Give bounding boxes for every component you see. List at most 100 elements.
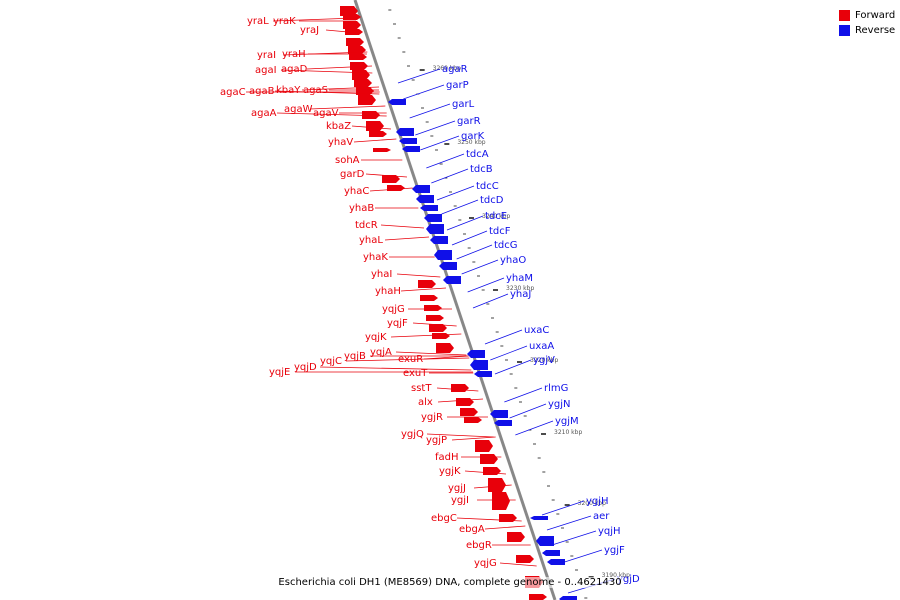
- reverse-leader-line: [490, 345, 528, 361]
- reverse-gene-block: [420, 205, 438, 211]
- reverse-gene-label: agaR: [442, 64, 468, 75]
- forward-gene-label: ygjR: [421, 412, 443, 423]
- reverse-gene-label: tdcC: [476, 181, 499, 192]
- reverse-leader-line: [472, 293, 509, 309]
- reverse-gene-block: [402, 146, 420, 152]
- forward-gene-block: [349, 54, 367, 60]
- forward-leader-line: [423, 355, 469, 360]
- reverse-gene-label: tdcB: [470, 164, 493, 175]
- forward-leader-line: [351, 125, 392, 130]
- reverse-swatch: [839, 25, 850, 36]
- legend-label-forward: Forward: [855, 10, 896, 21]
- reverse-gene-label: ygjF: [604, 545, 625, 556]
- forward-swatch: [839, 10, 850, 21]
- reverse-gene-block: [536, 536, 554, 546]
- forward-leader-line: [464, 470, 507, 475]
- legend-label-reverse: Reverse: [855, 25, 896, 36]
- scale-tick-label: 3190 kbp: [602, 572, 630, 579]
- reverse-gene-block: [412, 185, 430, 193]
- forward-gene-label: yqjE: [269, 367, 290, 378]
- legend-item-forward: Forward: [839, 8, 895, 23]
- reverse-leader-line: [461, 259, 499, 275]
- reverse-leader-line: [397, 68, 441, 84]
- forward-gene-block: [345, 29, 363, 35]
- forward-gene-label: agaC: [220, 87, 246, 98]
- genome-caption: Escherichia coli DH1 (ME8569) DNA, compl…: [0, 577, 900, 588]
- forward-leader-line: [396, 273, 441, 278]
- reverse-leader-line: [504, 387, 543, 403]
- forward-gene-label: sohA: [335, 155, 360, 166]
- forward-gene-label: yqjK: [365, 332, 387, 343]
- forward-leader-line: [456, 517, 522, 522]
- forward-gene-label: yraJ: [300, 25, 319, 36]
- forward-gene-label: sstT: [411, 383, 432, 394]
- reverse-gene-label: tdcD: [480, 195, 504, 206]
- reverse-gene-label: ygjD: [617, 574, 640, 585]
- forward-gene-block: [492, 492, 510, 510]
- forward-gene-block: [480, 454, 498, 464]
- forward-leader-line: [280, 69, 373, 74]
- reverse-gene-block: [490, 410, 508, 418]
- forward-gene-block: [424, 305, 442, 311]
- scale-tick-label: 3260 kbp: [433, 65, 461, 72]
- forward-gene-label: agaD: [281, 64, 308, 75]
- forward-gene-block: [366, 121, 384, 131]
- forward-gene-label: yraL: [247, 16, 269, 27]
- forward-gene-block: [464, 417, 482, 423]
- forward-leader-line: [301, 86, 380, 91]
- forward-gene-label: ebgC: [431, 513, 457, 524]
- forward-gene-block: [426, 315, 444, 321]
- forward-gene-label: ygjK: [439, 466, 461, 477]
- forward-gene-label: alx: [418, 397, 433, 408]
- forward-gene-label: exuR: [398, 354, 423, 365]
- forward-gene-label: yqjA: [370, 347, 392, 358]
- reverse-gene-block: [439, 262, 457, 270]
- reverse-gene-label: garK: [461, 131, 485, 142]
- forward-gene-label: agaW: [284, 104, 313, 115]
- forward-gene-label: fadH: [435, 452, 459, 463]
- forward-gene-label: yhaB: [349, 203, 374, 214]
- reverse-gene-block: [430, 236, 448, 244]
- forward-leader-line: [384, 236, 430, 241]
- forward-gene-block: [369, 131, 387, 137]
- scale-tick-label: 3240 kbp: [482, 213, 510, 220]
- forward-gene-label: kbaZ: [326, 121, 351, 132]
- reverse-gene-label: ygjN: [548, 399, 571, 410]
- forward-gene-label: agaS: [303, 85, 328, 96]
- reverse-gene-block: [443, 276, 461, 284]
- forward-leader-line: [426, 433, 494, 438]
- reverse-leader-line: [494, 359, 532, 375]
- forward-gene-label: ebgR: [466, 540, 492, 551]
- reverse-gene-label: tdcE: [485, 211, 507, 222]
- forward-gene-label: yqjF: [387, 318, 408, 329]
- reverse-gene-label: garR: [457, 116, 481, 127]
- forward-gene-block: [529, 594, 547, 600]
- forward-gene-label: ygjJ: [448, 483, 466, 494]
- reverse-gene-label: yqjH: [598, 526, 621, 537]
- reverse-gene-label: garL: [452, 99, 475, 110]
- reverse-leader-line: [426, 153, 465, 169]
- reverse-leader-line: [541, 500, 585, 516]
- reverse-gene-block: [416, 195, 434, 203]
- forward-gene-label: ebgA: [459, 524, 485, 535]
- reverse-gene-label: ygjM: [555, 416, 579, 427]
- forward-gene-label: yhaK: [363, 252, 388, 263]
- forward-gene-block: [354, 79, 372, 87]
- forward-gene-block: [340, 6, 358, 16]
- forward-gene-block: [350, 62, 368, 70]
- forward-gene-label: yraI: [257, 50, 276, 61]
- reverse-leader-line: [436, 185, 475, 201]
- forward-gene-block: [436, 343, 454, 353]
- forward-leader-line: [473, 484, 512, 489]
- reverse-gene-block: [559, 596, 577, 600]
- reverse-gene-label: ygjV: [533, 355, 555, 366]
- forward-gene-label: agaB: [249, 86, 275, 97]
- forward-leader-line: [437, 398, 484, 403]
- scale-tick-label: 3200 kbp: [578, 500, 606, 507]
- forward-gene-label: yhaL: [359, 235, 383, 246]
- reverse-leader-line: [431, 168, 469, 184]
- reverse-gene-block: [426, 224, 444, 234]
- forward-gene-block: [507, 532, 525, 542]
- forward-gene-block: [356, 87, 374, 95]
- reverse-leader-line: [484, 329, 523, 345]
